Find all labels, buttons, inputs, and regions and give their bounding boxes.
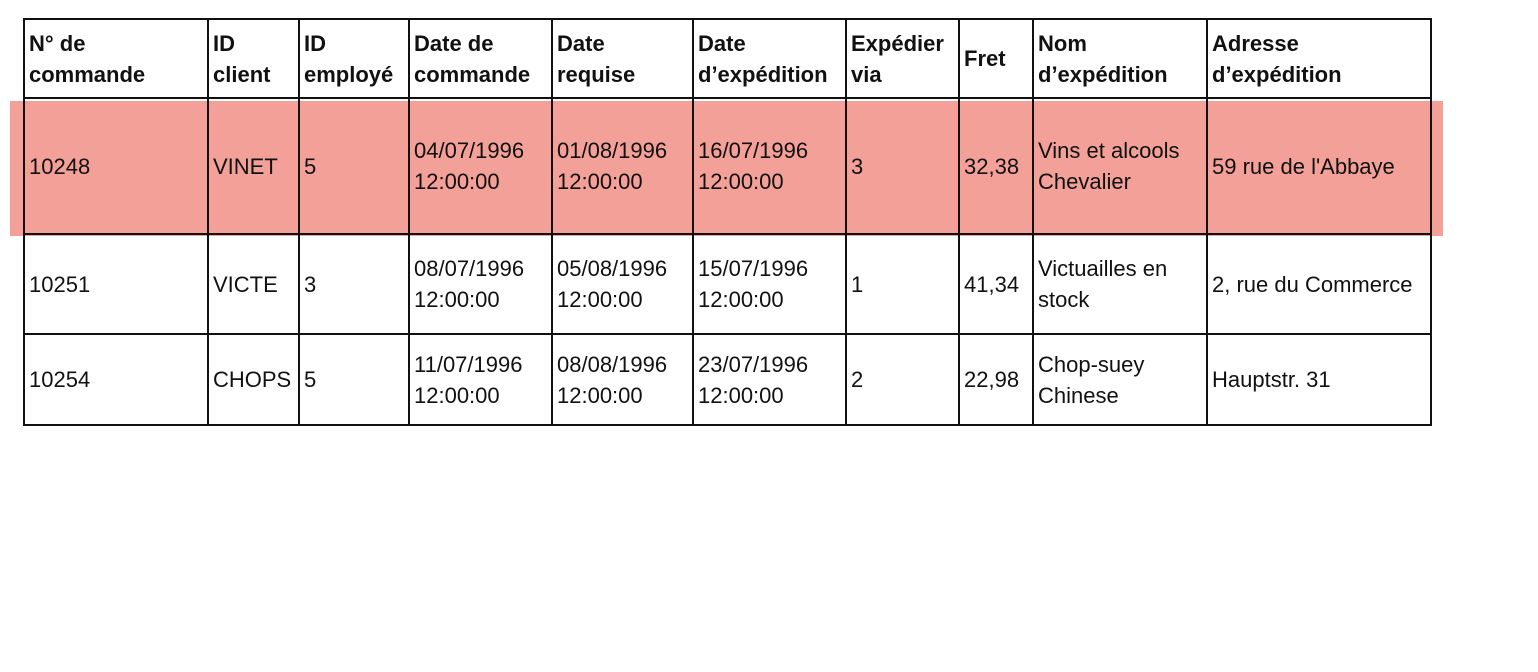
table-cell: 04/07/1996 12:00:00 (408, 97, 553, 235)
table-cell: 08/08/1996 12:00:00 (551, 333, 694, 426)
table-cell: 05/08/1996 12:00:00 (551, 233, 694, 335)
table-cell: 32,38 (958, 97, 1034, 235)
table-row: 10251 VICTE 3 08/07/1996 12:00:00 05/08/1996… (23, 233, 1432, 335)
table-cell: 08/07/1996 12:00:00 (408, 233, 553, 335)
table-cell: VICTE (207, 233, 300, 335)
table-cell: CHOPS (207, 333, 300, 426)
table-cell: 15/07/1996 12:00:00 (692, 233, 847, 335)
table-cell: 5 (298, 333, 410, 426)
orders-table: N° de commande ID client ID employé Date de… (23, 18, 1432, 426)
table-body: 10248 VINET 5 04/07/1996 12:00:00 01/08/1996… (23, 97, 1432, 426)
table-cell: 2, rue du Commerce (1206, 233, 1432, 335)
table-cell: 5 (298, 97, 410, 235)
header-cell: Fret (958, 18, 1034, 99)
table-cell: 22,98 (958, 333, 1034, 426)
table-cell: 10251 (23, 233, 209, 335)
table-cell: 59 rue de l'Abbaye (1206, 97, 1432, 235)
header-cell: ID client (207, 18, 300, 99)
header-cell: Nom d’expédition (1032, 18, 1208, 99)
header-cell: N° de commande (23, 18, 209, 99)
header-row: N° de commande ID client ID employé Date de… (23, 18, 1432, 99)
table-cell: 10254 (23, 333, 209, 426)
table-cell: 16/07/1996 12:00:00 (692, 97, 847, 235)
table-row: 10248 VINET 5 04/07/1996 12:00:00 01/08/1996… (23, 97, 1432, 235)
table-cell: 41,34 (958, 233, 1034, 335)
header-cell: Expédier via (845, 18, 960, 99)
header-cell: Adresse d’expédition (1206, 18, 1432, 99)
header-cell: Date de commande (408, 18, 553, 99)
header-cell: Date requise (551, 18, 694, 99)
table-cell: 3 (845, 97, 960, 235)
table-cell: Chop-suey Chinese (1032, 333, 1208, 426)
table-cell: 11/07/1996 12:00:00 (408, 333, 553, 426)
table-row: 10254 CHOPS 5 11/07/1996 12:00:00 08/08/1996… (23, 333, 1432, 426)
table-cell: Hauptstr. 31 (1206, 333, 1432, 426)
table-cell: 1 (845, 233, 960, 335)
table-cell: 01/08/1996 12:00:00 (551, 97, 694, 235)
header-cell: Date d’expédition (692, 18, 847, 99)
table-cell: 2 (845, 333, 960, 426)
table-cell: 10248 (23, 97, 209, 235)
header-cell: ID employé (298, 18, 410, 99)
table-cell: VINET (207, 97, 300, 235)
table-cell: 3 (298, 233, 410, 335)
table-cell: Vins et alcools Chevalier (1032, 97, 1208, 235)
table-cell: Victuailles en stock (1032, 233, 1208, 335)
table-cell: 23/07/1996 12:00:00 (692, 333, 847, 426)
